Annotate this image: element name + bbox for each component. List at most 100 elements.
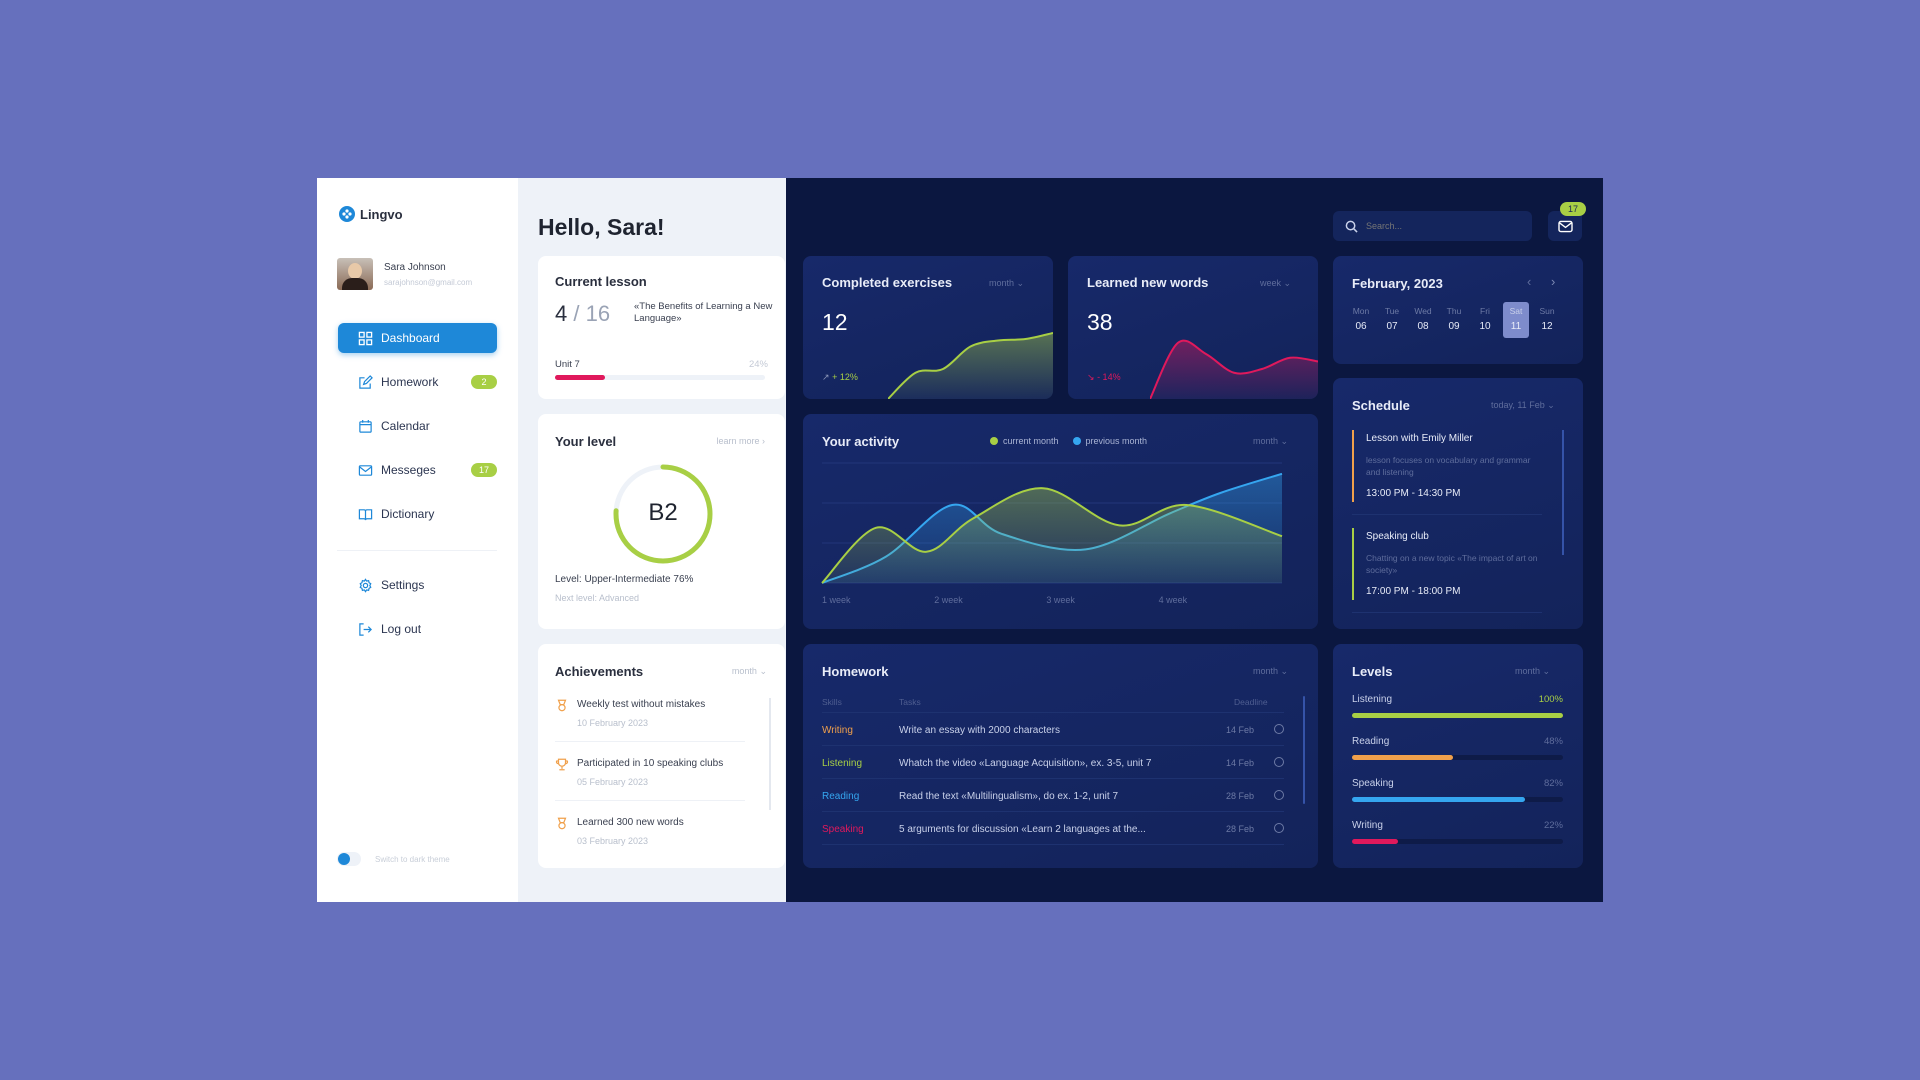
table-row[interactable]: Speaking 5 arguments for discussion «Lea…: [822, 812, 1284, 845]
calendar-day[interactable]: Thu 09: [1441, 302, 1467, 338]
complete-checkbox[interactable]: [1274, 757, 1284, 767]
period-label: month: [1253, 436, 1279, 446]
arrow-down-right-icon: ↘: [1087, 372, 1095, 382]
sidebar-item-homework[interactable]: Homework 2: [338, 367, 497, 397]
sidebar-item-dictionary[interactable]: Dictionary: [338, 499, 497, 529]
scrollbar[interactable]: [1562, 430, 1564, 555]
schedule-card: Schedule today, 11 Feb ⌄ Lesson with Emi…: [1333, 378, 1583, 629]
mail-button[interactable]: [1548, 211, 1582, 241]
mail-badge: 17: [1560, 202, 1586, 216]
day-name: Sat: [1509, 306, 1523, 316]
dashboard-main: Completed exercises month ⌄ 12 ↗ + 12% L…: [786, 178, 1603, 902]
theme-toggle[interactable]: [337, 852, 361, 866]
sidebar-item-dashboard[interactable]: Dashboard: [338, 323, 497, 353]
level-progress-bar: [1352, 797, 1563, 802]
search-box[interactable]: [1333, 211, 1532, 241]
period-dropdown[interactable]: month ⌄: [989, 278, 1025, 288]
deadline: 28 Feb: [1225, 824, 1254, 834]
calendar-day[interactable]: Tue 07: [1379, 302, 1405, 338]
day-number: 11: [1510, 321, 1522, 332]
level-progress-fill: [1352, 839, 1399, 844]
period-dropdown[interactable]: week ⌄: [1260, 278, 1292, 288]
search-icon: [1345, 220, 1358, 233]
achievements-card: Achievements month ⌄ Weekly test without…: [538, 644, 785, 868]
sidebar-item-settings[interactable]: Settings: [338, 570, 497, 600]
card-title: Achievements: [555, 664, 644, 679]
calendar-day[interactable]: Fri 10: [1472, 302, 1498, 338]
schedule-item[interactable]: Lesson with Emily Miller lesson focuses …: [1352, 430, 1552, 518]
calendar-day[interactable]: Mon 06: [1348, 302, 1374, 338]
completed-value: 12: [822, 309, 848, 335]
lesson-current: 4: [555, 301, 568, 326]
legend-swatch-previous: [1072, 437, 1081, 445]
achievement-item[interactable]: Participated in 10 speaking clubs 05 Feb…: [555, 757, 755, 807]
scrollbar[interactable]: [769, 698, 771, 810]
complete-checkbox[interactable]: [1274, 823, 1284, 833]
schedule-item[interactable]: Speaking club Chatting on a new topic «T…: [1352, 528, 1552, 616]
sparkline-area: [888, 333, 1053, 399]
medal-icon: [557, 699, 567, 712]
legend-swatch-current: [990, 437, 998, 445]
table-row[interactable]: Writing Write an essay with 2000 charact…: [822, 713, 1284, 746]
x-tick-label: 1 week: [822, 595, 851, 605]
current-lesson-card[interactable]: Current lesson 4 / 16 «The Benefits of L…: [538, 256, 785, 399]
calendar-card: February, 2023 ‹ › Mon 06 Tue 07 Wed 08 …: [1333, 256, 1583, 364]
sparkline-line: [1150, 339, 1318, 399]
search-input[interactable]: [1366, 221, 1516, 231]
day-name: Mon: [1352, 306, 1370, 316]
calendar-day[interactable]: Wed 08: [1410, 302, 1436, 338]
level-label: Writing: [1352, 820, 1383, 831]
sidebar-item-label: Dictionary: [381, 507, 435, 521]
logout-icon: [359, 622, 372, 636]
level-donut: [613, 464, 713, 564]
homework-badge: 2: [471, 375, 497, 389]
activity-card: Your activity current month previous mon…: [803, 414, 1318, 629]
period-label: month: [731, 666, 757, 676]
scrollbar[interactable]: [1303, 696, 1305, 804]
card-title: Your level: [555, 434, 617, 449]
left-content: Hello, Sara! Current lesson 4 / 16 «The …: [518, 178, 786, 902]
x-tick-label: 4 week: [1159, 595, 1188, 605]
schedule-desc: lesson focuses on vocabulary and grammar…: [1366, 455, 1531, 477]
level-progress-fill: [1352, 713, 1563, 718]
period-dropdown[interactable]: month ⌄: [1515, 666, 1551, 676]
sidebar-item-calendar[interactable]: Calendar: [338, 411, 497, 441]
period-dropdown[interactable]: month ⌄: [1253, 436, 1289, 446]
chevron-left-icon[interactable]: ‹: [1527, 274, 1532, 289]
x-tick-label: 2 week: [934, 595, 963, 605]
messages-badge: 17: [471, 463, 497, 477]
task-text: 5 arguments for discussion «Learn 2 lang…: [899, 824, 1146, 835]
chevron-right-icon[interactable]: ›: [1551, 274, 1556, 289]
learn-more-link[interactable]: learn more ›: [716, 436, 765, 446]
logo[interactable]: Lingvo: [339, 206, 403, 222]
sidebar-item-logout[interactable]: Log out: [338, 614, 497, 644]
table-row[interactable]: Listening Whatch the video «Language Acq…: [822, 746, 1284, 779]
level-progress-bar: [1352, 713, 1563, 718]
level-item: Writing 22%: [1352, 820, 1563, 856]
calendar-title: February, 2023: [1352, 276, 1443, 291]
sidebar-item-messages[interactable]: Messeges 17: [338, 455, 497, 485]
avatar[interactable]: [337, 258, 373, 290]
app-name: Lingvo: [360, 206, 403, 222]
period-dropdown[interactable]: month ⌄: [732, 666, 767, 677]
task-text: Write an essay with 2000 characters: [899, 725, 1061, 736]
calendar-day[interactable]: Sun 12: [1534, 302, 1560, 338]
achievement-item[interactable]: Learned 300 new words 03 February 2023: [555, 816, 755, 866]
change-value: - 14%: [1097, 372, 1121, 382]
table-row[interactable]: Reading Read the text «Multilingualism»,…: [822, 779, 1284, 812]
task-text: Whatch the video «Language Acquisition»,…: [899, 758, 1152, 769]
schedule-title: Speaking club: [1366, 531, 1429, 542]
calendar-day[interactable]: Sat 11: [1503, 302, 1529, 338]
day-name: Wed: [1414, 306, 1432, 316]
achievement-item[interactable]: Weekly test without mistakes 10 February…: [555, 698, 755, 748]
completed-sparkline: [888, 332, 1053, 399]
app-window: Lingvo Sara Johnson sarajohnson@gmail.co…: [317, 178, 1603, 902]
learned-words-card: Learned new words week ⌄ 38 ↘ - 14%: [1068, 256, 1318, 399]
complete-checkbox[interactable]: [1274, 790, 1284, 800]
period-dropdown[interactable]: month ⌄: [1253, 666, 1289, 676]
complete-checkbox[interactable]: [1274, 724, 1284, 734]
schedule-date-dropdown[interactable]: today, 11 Feb ⌄: [1491, 400, 1555, 410]
day-number: 10: [1479, 321, 1491, 332]
achievement-title: Participated in 10 speaking clubs: [577, 758, 724, 769]
mail-icon: [358, 464, 373, 476]
